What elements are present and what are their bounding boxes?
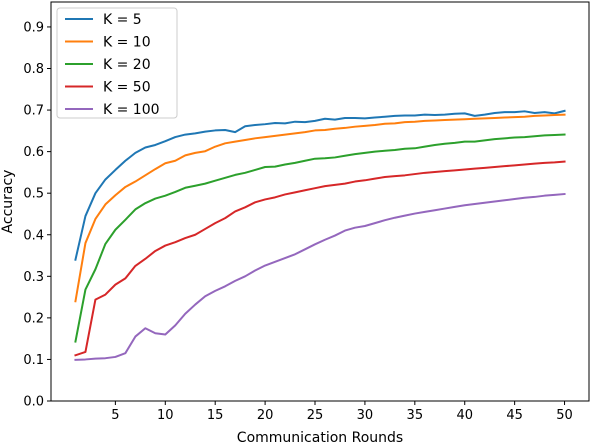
x-tick-label: 50 bbox=[556, 408, 573, 423]
plot-area: 5 10 15 20 25 30 35 40 45 50 0.00.10.20.30.40.50.… bbox=[23, 1, 590, 423]
series-line-2 bbox=[74, 113, 566, 303]
series-line-3 bbox=[74, 133, 566, 343]
series-line-5 bbox=[74, 192, 566, 361]
x-tick-label: 20 bbox=[257, 408, 274, 423]
y-tick-label: 0.1 bbox=[23, 353, 44, 368]
x-axis-ticks: 5 10 15 20 25 30 35 40 45 50 bbox=[111, 401, 573, 423]
x-tick-label: 10 bbox=[157, 408, 174, 423]
plot-frame bbox=[50, 1, 590, 402]
y-tick-label: 0.2 bbox=[23, 311, 44, 326]
series-line-1 bbox=[74, 109, 566, 261]
x-tick-label: 40 bbox=[456, 408, 473, 423]
y-tick-label: 0.8 bbox=[23, 62, 44, 77]
x-axis-label: Communication Rounds bbox=[237, 430, 403, 446]
legend-label: K = 50 bbox=[103, 80, 151, 96]
x-tick-label: 45 bbox=[506, 408, 523, 423]
y-tick-label: 0.7 bbox=[23, 104, 44, 119]
y-tick-label: 0.0 bbox=[23, 395, 44, 410]
y-tick-label: 0.3 bbox=[23, 270, 44, 285]
legend-label: K = 20 bbox=[103, 57, 151, 73]
x-tick-label: 30 bbox=[357, 408, 374, 423]
series-line-4 bbox=[74, 160, 566, 357]
legend-box bbox=[56, 7, 178, 119]
x-tick-label: 25 bbox=[307, 408, 324, 423]
x-tick-label: 5 bbox=[111, 408, 119, 423]
y-tick-label: 0.9 bbox=[23, 20, 44, 35]
series-layer bbox=[74, 109, 566, 361]
legend-label: K = 100 bbox=[103, 102, 160, 118]
legend: K = 5 K = 10 K = 20 K = 50 K = 100 bbox=[56, 7, 178, 119]
y-axis-label: Accuracy bbox=[0, 170, 16, 234]
x-tick-label: 15 bbox=[207, 408, 224, 423]
y-tick-label: 0.4 bbox=[23, 228, 44, 243]
y-tick-label: 0.5 bbox=[23, 187, 44, 202]
y-axis-ticks: 0.0 0.1 0.2 0.3 0.4 0.5 0.6 0.7 0.8 0.9 bbox=[23, 20, 51, 410]
legend-label: K = 10 bbox=[103, 35, 151, 51]
y-tick-label: 0.6 bbox=[23, 145, 44, 160]
legend-label: K = 5 bbox=[103, 12, 142, 28]
x-tick-label: 35 bbox=[407, 408, 424, 423]
